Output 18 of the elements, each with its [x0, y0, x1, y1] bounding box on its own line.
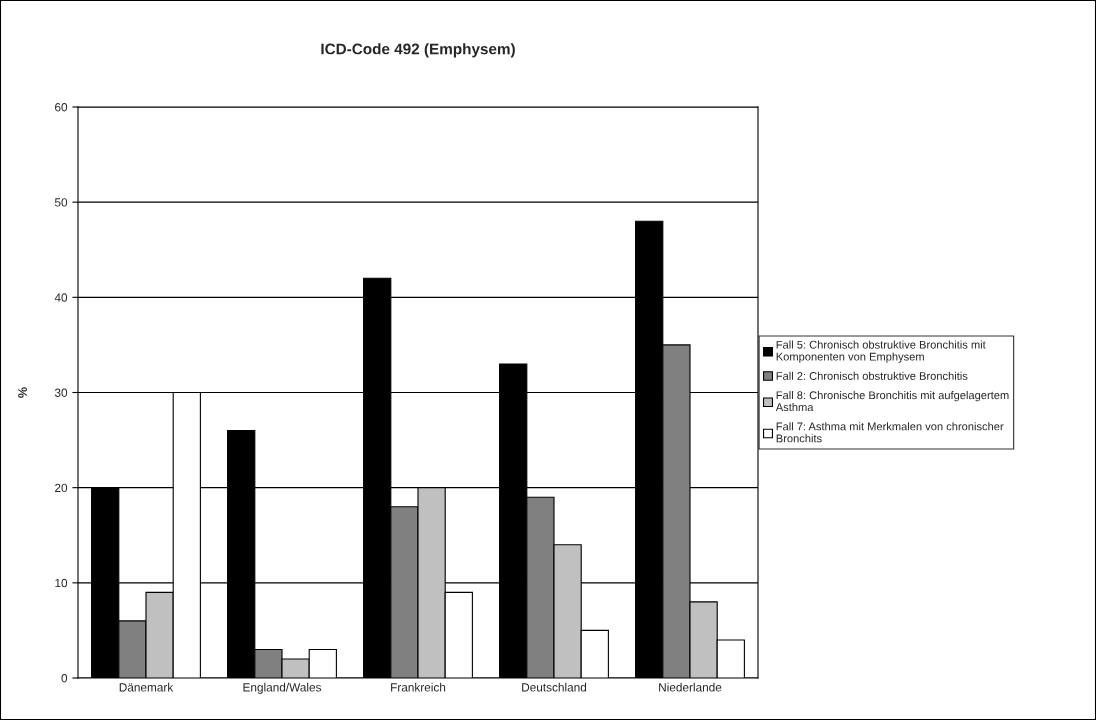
- y-tick-label: 40: [54, 293, 68, 302]
- legend-label: Fall 7: Asthma mit Merkmalen von chronischer Bronchits: [776, 422, 1004, 443]
- y-tick-label: 0: [61, 674, 68, 683]
- y-tick-label: 50: [54, 198, 68, 207]
- x-tick-label: Frankreich: [391, 682, 446, 692]
- y-tick-label: 20: [55, 483, 68, 493]
- chart-title: ICD-Code 492 (Emphysem): [321, 43, 515, 58]
- y-axis-title: %: [18, 387, 27, 398]
- legend-label: Fall 5: Chronisch obstruktive Bronchitis mit Komponenten von Emphysem: [776, 340, 986, 363]
- x-tick-label: England/Wales: [243, 682, 322, 694]
- legend-label: Fall 8: Chronische Bronchitis mit aufgelagertem Asthma: [775, 390, 1009, 412]
- legend-label: Fall 2: Chronisch obstruktive Bronchitis: [776, 371, 968, 380]
- y-tick-label: 10: [55, 578, 68, 588]
- x-tick-label: Deutschland: [522, 682, 587, 692]
- y-tick-label: 60: [55, 103, 68, 112]
- y-tick-label: 30: [54, 388, 68, 397]
- x-tick-label: Niederlande: [659, 682, 722, 692]
- x-tick-label: Dänemark: [119, 682, 174, 692]
